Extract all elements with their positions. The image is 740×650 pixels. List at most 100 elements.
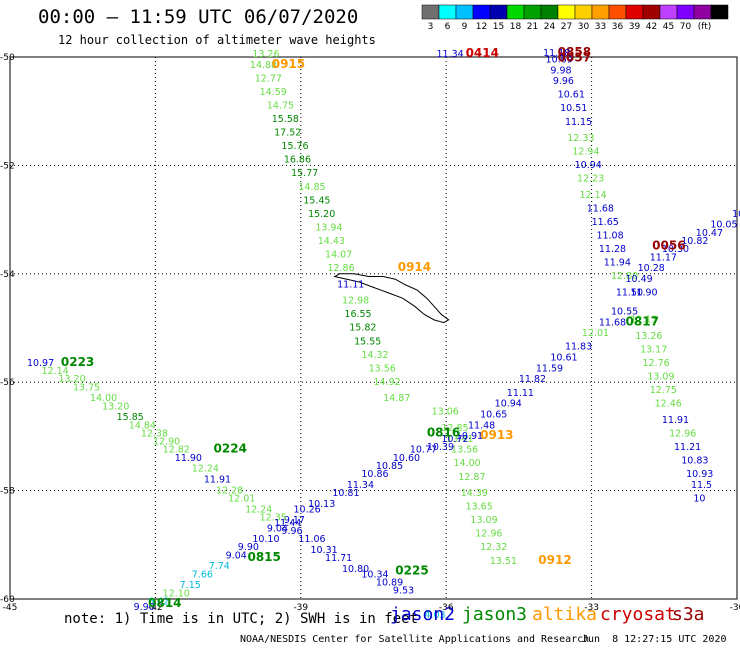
colorbar-label: 27 (561, 22, 572, 32)
swh-value: 11.94 (604, 258, 631, 269)
pass-time-label: 0915 (272, 57, 305, 71)
swh-value: 10.05 (710, 220, 737, 231)
footer-agency: NOAA/NESDIS Center for Satellite Applica… (240, 634, 590, 645)
x-tick-label: -36 (439, 603, 454, 613)
swh-value: 10.89 (376, 577, 403, 588)
colorbar-swatch (438, 4, 457, 20)
swh-value: 10.28 (638, 263, 665, 274)
swh-value: 12.01 (228, 493, 255, 504)
y-tick-label: -52 (0, 161, 15, 171)
swh-value: 10.63 (732, 209, 740, 220)
coastline (333, 273, 450, 324)
swh-value: 14.39 (461, 488, 488, 499)
swh-value: 12.94 (572, 147, 599, 158)
swh-value: 11.34 (437, 49, 464, 60)
legend-altika: altika (532, 604, 598, 625)
swh-value: 16.86 (284, 155, 311, 166)
swh-value: 9.96 (553, 76, 574, 87)
colorbar-label: (ft) (698, 22, 712, 32)
colorbar-label: 45 (663, 22, 674, 32)
colorbar-label: 9 (462, 22, 468, 32)
colorbar-swatch (472, 4, 491, 20)
colorbar-label: 33 (595, 22, 606, 32)
swh-value: 11.59 (536, 363, 563, 374)
colorbar-label: 6 (445, 22, 451, 32)
pass-time-label: 0224 (214, 442, 247, 456)
swh-value: 14.85 (298, 182, 325, 193)
swh-value: 12.14 (42, 366, 69, 377)
swh-value: 14.00 (453, 458, 480, 469)
swh-value: 6.42 (148, 596, 169, 607)
swh-value: 12.01 (582, 328, 609, 339)
swh-value: 11.48 (468, 420, 495, 431)
swh-value: 13.56 (369, 363, 396, 374)
swh-value: 12.96 (669, 428, 696, 439)
pass-time-label: 0057 (558, 50, 591, 64)
y-tick-label: -60 (0, 595, 15, 605)
swh-value: 11.28 (599, 244, 626, 255)
units-note: note: 1) Time is in UTC; 2) SWH is in fe… (64, 611, 419, 627)
swh-value: 9.04 (226, 550, 247, 561)
swh-value: 10.93 (686, 469, 713, 480)
swh-value: 15.82 (349, 323, 376, 334)
swh-value: 10.94 (575, 160, 602, 171)
swh-value: 10.97 (27, 358, 54, 369)
swh-value: 11.90 (175, 453, 202, 464)
swh-value: 12.10 (163, 588, 190, 599)
swh-value: 10.80 (342, 564, 369, 575)
swh-value: 12.13 (630, 315, 657, 326)
swh-value: 10 (693, 493, 705, 504)
swh-value: 12.98 (342, 296, 369, 307)
swh-value: 14.59 (260, 87, 287, 98)
pass-time-label: 0056 (652, 238, 685, 252)
swh-value: 9.04 (267, 523, 288, 534)
swh-value: 11.06 (298, 534, 325, 545)
pass-time-label: 0223 (61, 355, 94, 369)
swh-value: 10.72 (441, 434, 468, 445)
swh-value: 13.20 (102, 401, 129, 412)
swh-value: 9.90 (238, 542, 259, 553)
swh-value: 15.55 (354, 336, 381, 347)
swh-value: 13.26 (635, 331, 662, 342)
swh-value: 13.94 (315, 222, 342, 233)
swh-value: 12.32 (480, 542, 507, 553)
x-tick-label: -42 (148, 603, 163, 613)
swh-value: 13.06 (432, 407, 459, 418)
colorbar-swatch (625, 4, 644, 20)
swh-value: 15.85 (117, 412, 144, 423)
swh-value: 7.74 (209, 561, 230, 572)
legend-cryosat: cryosat (600, 604, 676, 625)
page-title: 00:00 – 11:59 UTC 06/07/2020 (38, 6, 359, 28)
swh-value: 10.85 (376, 461, 403, 472)
footer-timestamp: Jun 8 12:27:15 UTC 2020 (582, 634, 727, 645)
x-tick-label: -30 (730, 603, 740, 613)
colorbar-label: 21 (527, 22, 538, 32)
swh-value: 11.44 (274, 518, 301, 529)
swh-value: 12.76 (642, 358, 669, 369)
swh-value: 10.61 (558, 90, 585, 101)
swh-value: 11.11 (337, 279, 364, 290)
swh-value: 13.26 (252, 49, 279, 60)
swh-value: 12.80 (611, 271, 638, 282)
x-tick-label: -39 (293, 603, 308, 613)
swh-value: 14.84 (129, 420, 156, 431)
y-tick-label: -54 (0, 270, 15, 280)
colorbar-swatch (421, 4, 440, 20)
swh-value: 4.03 (424, 610, 445, 621)
swh-value: 13.09 (470, 515, 497, 526)
swh-value: 10.10 (252, 534, 279, 545)
y-tick-label: -56 (0, 378, 15, 388)
swh-value: 15.45 (303, 195, 330, 206)
swh-value: 9.96 (281, 526, 302, 537)
swh-value: 12.28 (216, 485, 243, 496)
swh-value: 16.55 (344, 309, 371, 320)
swh-value: 9.17 (284, 515, 305, 526)
colorbar-swatch (642, 4, 661, 20)
swh-value: 11.71 (325, 553, 352, 564)
pass-time-label: 0913 (480, 428, 513, 442)
swh-value: 14.75 (267, 100, 294, 111)
swh-value: 14.32 (361, 350, 388, 361)
swh-value: 14.88 (250, 60, 277, 71)
swh-value: 11.5 (691, 480, 712, 491)
pass-time-label: 0912 (538, 553, 571, 567)
